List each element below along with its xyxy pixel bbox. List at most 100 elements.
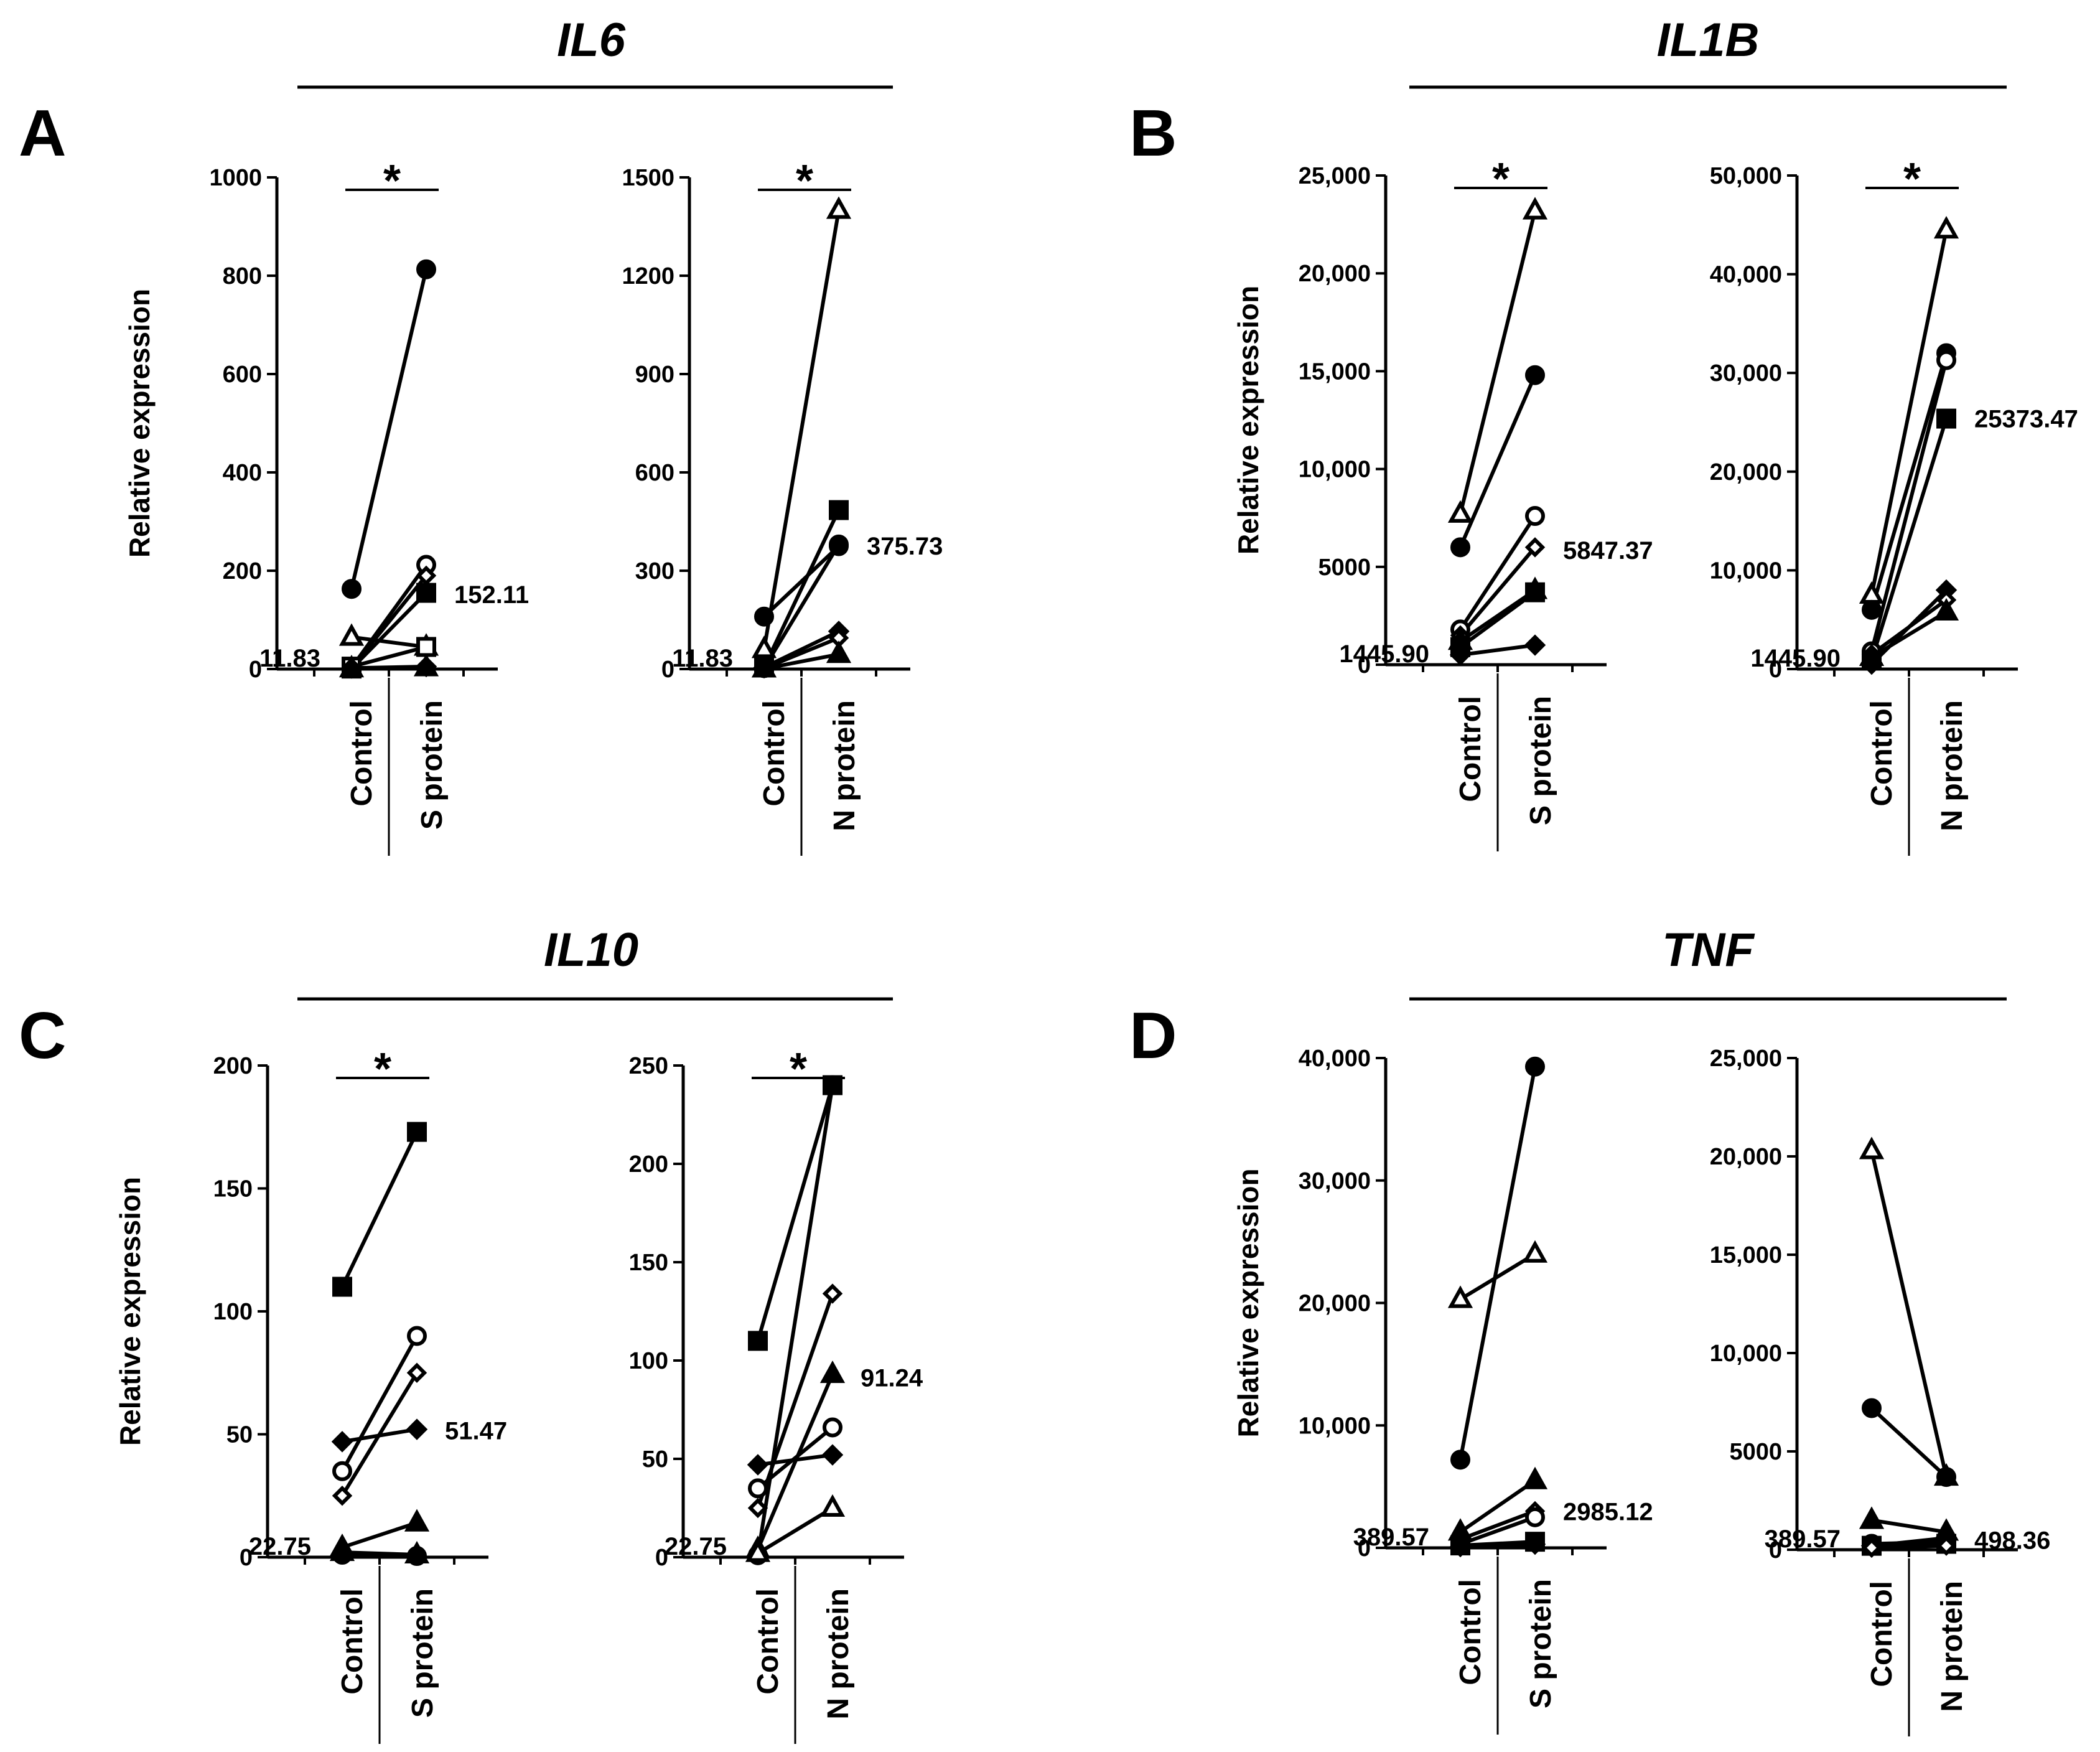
data-point-treatment xyxy=(406,1362,427,1383)
control-mean-annotation: 11.83 xyxy=(672,645,733,672)
treated-mean-annotation: 91.24 xyxy=(861,1365,923,1392)
y-tick-label: 40,000 xyxy=(1710,262,1782,288)
data-point-treatment xyxy=(1525,1507,1545,1527)
subplot-il10-n: 0 50 100 150 200 250 Control N protein * 22.75 91.… xyxy=(629,1044,923,1744)
significance-star: * xyxy=(1492,154,1510,204)
series-line xyxy=(1459,591,1536,649)
data-point-control xyxy=(1861,1537,1882,1558)
y-tick-label: 600 xyxy=(635,460,674,486)
data-point-control xyxy=(748,1478,768,1499)
category-label-control: Control xyxy=(1865,1581,1898,1687)
data-point-control xyxy=(1449,1535,1472,1558)
panel-letter-c: C xyxy=(19,999,67,1072)
series-line xyxy=(342,1427,418,1444)
series-line xyxy=(1459,1515,1536,1546)
data-point-treatment xyxy=(416,583,436,603)
data-point-treatment xyxy=(826,196,852,219)
series-line xyxy=(342,1553,418,1558)
series-line xyxy=(351,665,427,671)
category-label-treatment: S protein xyxy=(1524,696,1557,825)
gene-group-il6: IL6 xyxy=(297,14,893,89)
category-label-treatment: N protein xyxy=(828,700,861,831)
data-point-control xyxy=(332,1545,352,1565)
data-point-treatment xyxy=(407,1122,427,1142)
series-line xyxy=(763,636,840,670)
y-tick-label: 25,000 xyxy=(1710,1046,1782,1072)
subplot-il1b-s: 0 5000 10,000 15,000 20,000 25,000 Relative ex… xyxy=(1232,154,1653,851)
control-mean-annotation: 1445.90 xyxy=(1339,640,1429,668)
y-tick-label: 1500 xyxy=(622,165,674,191)
data-point-control xyxy=(338,655,365,678)
y-tick-label: 900 xyxy=(635,362,674,388)
data-point-control xyxy=(1447,1285,1473,1308)
y-tick-label: 0 xyxy=(249,657,262,683)
data-point-control xyxy=(1859,1506,1885,1529)
y-tick-label: 25,000 xyxy=(1299,163,1371,189)
treated-mean-annotation: 5847.37 xyxy=(1563,537,1653,564)
data-point-treatment xyxy=(1525,365,1545,385)
category-label-treatment: N protein xyxy=(1936,1581,1969,1712)
series-line xyxy=(1460,643,1536,657)
y-tick-label: 10,000 xyxy=(1710,1341,1782,1367)
control-mean-annotation: 1445.90 xyxy=(1750,645,1841,672)
data-point-control xyxy=(754,606,774,627)
series-line xyxy=(757,1426,834,1490)
control-mean-annotation: 22.75 xyxy=(249,1533,311,1560)
control-mean-annotation: 11.83 xyxy=(259,645,320,672)
series-line xyxy=(350,574,428,670)
data-point-treatment xyxy=(1936,408,1956,429)
series-line xyxy=(1870,418,1948,661)
y-tick-label: 150 xyxy=(213,1176,253,1202)
series-line xyxy=(1870,1407,1948,1479)
series-line xyxy=(763,652,839,671)
series-line xyxy=(1459,1509,1536,1542)
data-point-treatment xyxy=(826,640,852,663)
panel-letter-a: A xyxy=(19,96,67,170)
panel-letter-d: D xyxy=(1129,999,1177,1072)
data-point-control xyxy=(1859,1136,1885,1159)
category-label-treatment: N protein xyxy=(822,1588,855,1720)
subplot-tnf-n: 0 5000 10,000 15,000 20,000 25,000 Control N pr… xyxy=(1710,1046,2050,1736)
data-point-control xyxy=(332,1277,352,1297)
y-axis-label: Relative expression xyxy=(123,289,156,558)
series-line xyxy=(1458,515,1537,631)
subplot-il6-s: 0 200 400 600 800 1000 Relative expression Cont… xyxy=(123,156,529,856)
treated-mean-annotation: 2985.12 xyxy=(1563,1498,1653,1525)
y-tick-label: 800 xyxy=(223,263,262,289)
series-line xyxy=(1870,598,1948,656)
data-point-treatment xyxy=(1524,537,1546,558)
treated-mean-annotation: 152.11 xyxy=(454,581,529,609)
data-point-control xyxy=(342,579,362,599)
y-tick-label: 50 xyxy=(226,1422,253,1448)
series-line xyxy=(1870,359,1948,652)
series-line xyxy=(1871,1518,1947,1534)
series-line xyxy=(1458,546,1537,637)
data-point-control xyxy=(747,1454,769,1476)
series-line xyxy=(340,1131,419,1288)
subplot-il6-n: 0 300 600 900 1200 1500 Control N protein * 11.83… xyxy=(622,156,943,856)
series-line xyxy=(757,1506,834,1555)
subplot-il1b-n: 0 10,000 20,000 30,000 40,000 50,000 Control N … xyxy=(1710,154,2078,856)
y-tick-label: 300 xyxy=(635,558,674,584)
data-point-control xyxy=(1862,599,1882,620)
series-line xyxy=(762,543,841,669)
series-line xyxy=(762,509,841,668)
y-tick-label: 1000 xyxy=(209,165,262,191)
panel-letter-b: B xyxy=(1129,96,1177,170)
y-axis-label: Relative expression xyxy=(1232,1168,1264,1437)
significance-star: * xyxy=(1903,154,1921,204)
control-mean-annotation: 389.57 xyxy=(1353,1524,1429,1551)
data-point-control xyxy=(747,1497,768,1519)
data-point-treatment xyxy=(1933,597,1959,621)
series-line xyxy=(1870,352,1948,611)
data-point-control xyxy=(751,635,777,658)
series-line xyxy=(1870,229,1948,596)
data-point-treatment xyxy=(1524,1533,1546,1555)
y-tick-label: 20,000 xyxy=(1710,1144,1782,1170)
y-axis-label: Relative expression xyxy=(114,1177,146,1446)
series-line xyxy=(1459,1479,1536,1534)
data-point-control xyxy=(745,1539,771,1562)
y-tick-label: 30,000 xyxy=(1710,360,1782,386)
data-point-control xyxy=(332,1486,353,1506)
y-tick-label: 20,000 xyxy=(1299,1291,1371,1317)
